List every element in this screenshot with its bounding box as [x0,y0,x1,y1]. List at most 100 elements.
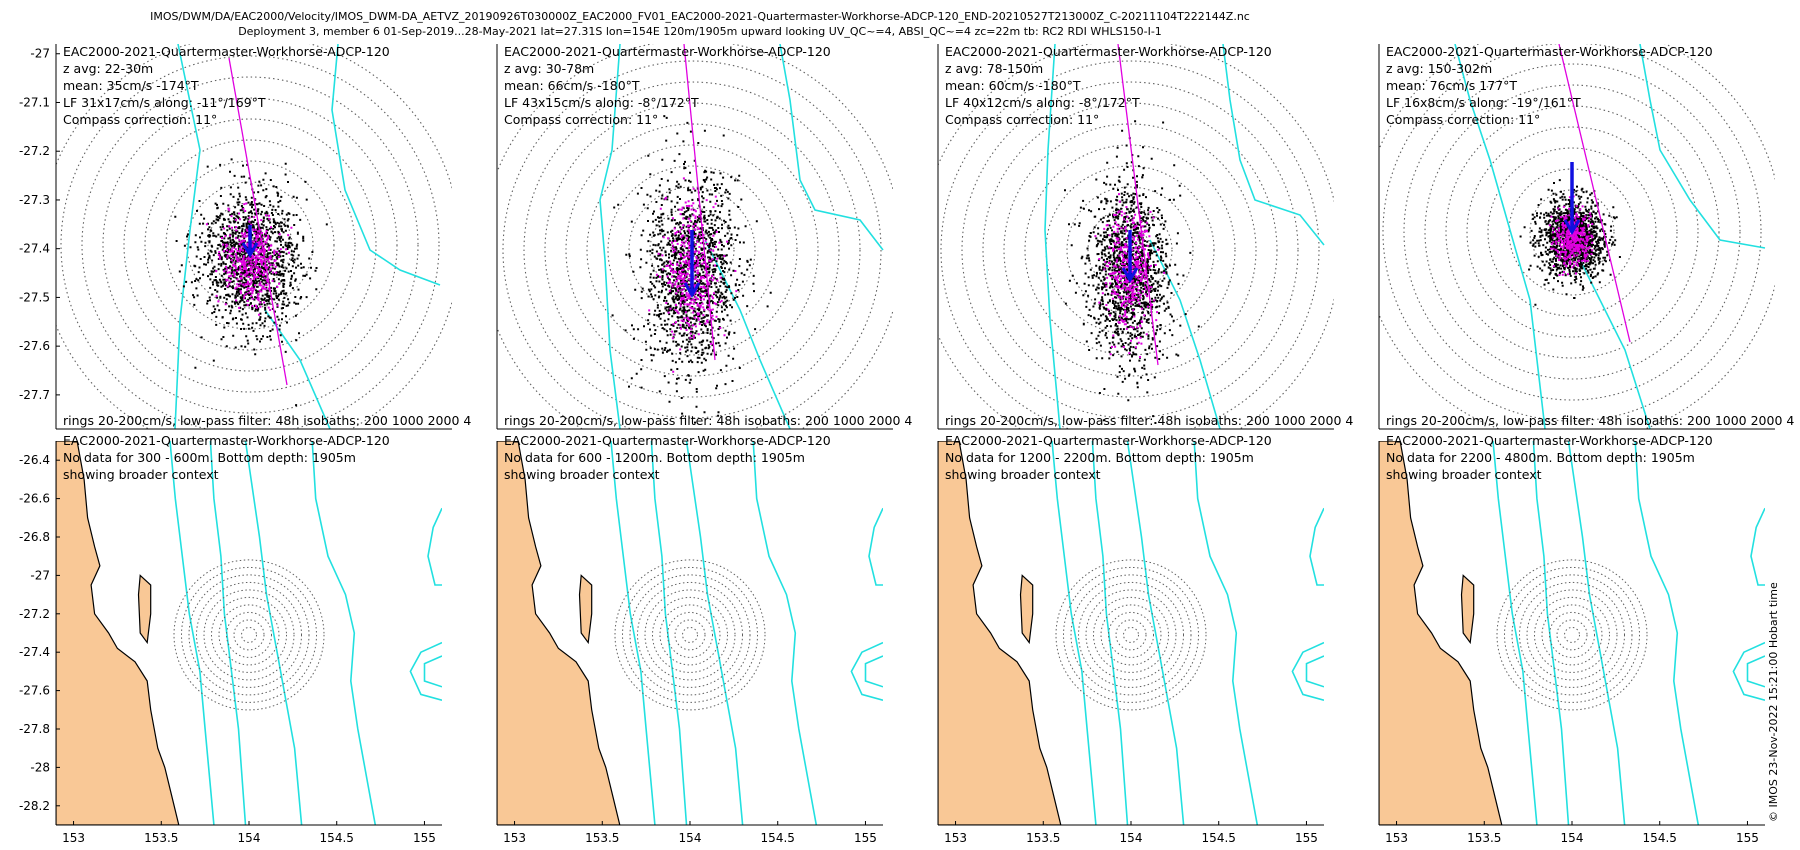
y-tick-label: -27.6 [19,684,50,698]
panel-annotation: mean: 35cm/s -174°T [63,78,199,93]
speed-ring [629,574,751,696]
speed-ring [1382,44,1762,422]
y-tick-label: -27.5 [19,290,50,304]
land-polygon [1379,441,1503,825]
panel-footer: rings 20-200cm/s, low-pass filter: 48h i… [63,413,471,428]
y-tick-label: -27.4 [19,645,50,659]
isobath-line [779,44,884,251]
speed-ring [186,181,314,309]
speed-ring [123,118,377,372]
mean-arrow-head [683,282,701,298]
island-polygon [1019,574,1034,645]
land-polygon [56,441,180,825]
map-annotation: No data for 600 - 1200m. Bottom depth: 1… [504,450,805,465]
x-tick-label: 155 [854,831,877,845]
map-area [1379,441,1765,825]
map-annotation: showing broader context [63,467,219,482]
x-tick-label: 154.5 [1643,831,1677,845]
x-tick-label: 153.5 [1026,831,1060,845]
speed-ring [188,574,310,696]
isobath-line [1091,441,1129,825]
speed-ring [1487,147,1657,317]
isobath-line [1126,441,1185,825]
isobath-line [1305,655,1324,688]
y-tick-label: -27.3 [19,193,50,207]
y-tick-label: -27.2 [19,607,50,621]
panel-annotation: LF 43x15cm/s along: -8°/172°T [504,95,699,110]
speed-ring [1445,105,1699,359]
figure-title-line1: IMOS/DWM/DA/EAC2000/Velocity/IMOS_DWM-DA… [150,10,1250,23]
speed-ring [674,619,706,651]
speed-ring [1108,611,1154,658]
speed-ring [607,165,777,335]
speed-ring [614,559,766,711]
island-polygon [1460,574,1475,645]
isobath-line [1309,507,1324,586]
y-tick-label: -26.6 [19,492,50,506]
isobath-line [1750,507,1765,586]
y-tick-label: -27.2 [19,144,50,158]
isobath-line [1193,441,1259,825]
panel-annotation: EAC2000-2021-Quartermaster-Workhorse-ADC… [945,44,1272,59]
velocity-scatter-black [174,158,328,407]
x-tick-label: 153 [62,831,85,845]
island-polygon [137,574,152,645]
isobath-line [610,441,656,825]
x-tick-label: 154.5 [320,831,354,845]
panel-annotation: Compass correction: 11° [945,112,1099,127]
speed-ring [544,102,840,398]
y-tick-label: -27 [30,568,50,582]
panel-annotation: z avg: 78-150m [945,61,1043,76]
mean-arrow-head [241,242,259,258]
panel-annotation: mean: 76cm/s 177°T [1386,78,1517,93]
map-annotation: EAC2000-2021-Quartermaster-Workhorse-ADC… [1386,433,1713,448]
speed-ring [144,139,356,351]
speed-ring [211,596,287,673]
speed-ring [181,566,317,703]
speed-ring [165,160,335,330]
isobath-line [409,641,442,701]
x-tick-label: 155 [1295,831,1318,845]
map-area [497,441,883,825]
x-tick-label: 154 [679,831,702,845]
panel-annotation: mean: 66cm/s -180°T [504,78,640,93]
x-tick-label: 153.5 [585,831,619,845]
speed-ring [1063,566,1199,703]
land-polygon [938,441,1062,825]
isobath-line [174,44,201,429]
speed-ring [682,626,698,643]
velocity-panel-2: EAC2000-2021-Quartermaster-Workhorse-ADC… [496,44,912,430]
plot-area [1379,44,1775,429]
speed-ring [961,81,1299,419]
speed-ring [565,123,819,377]
x-tick-label: 154 [1120,831,1143,845]
x-tick-label: 153.5 [1467,831,1501,845]
isobath-line [1492,441,1538,825]
isobath-line [1746,655,1765,688]
speed-ring [1549,611,1595,658]
speed-ring [1003,123,1257,377]
speed-ring [637,581,743,688]
speed-ring [644,589,736,681]
panel-annotation: LF 40x12cm/s along: -8°/172°T [945,95,1140,110]
x-tick-label: 155 [413,831,436,845]
context-map-4: 153 153.5 154 154.5 155 EAC2000-2021-Quarterm… [1378,433,1765,845]
isobath-line [427,507,442,586]
x-tick-label: 153 [1385,831,1408,845]
context-map-3: 153 153.5 154 154.5 155 EAC2000-2021-Quarterm… [937,433,1324,845]
speed-ring [1529,189,1615,275]
isobath-line [850,641,883,701]
map-annotation: No data for 1200 - 2200m. Bottom depth: … [945,450,1254,465]
speed-ring [1526,589,1618,681]
isobath-line [311,441,377,825]
speed-ring [196,581,302,688]
panel-annotation: z avg: 30-78m [504,61,594,76]
mean-arrow-head [1121,267,1139,283]
x-tick-label: 153 [503,831,526,845]
panel-annotation: LF 31x17cm/s along: -11°/169°T [63,95,266,110]
land-polygon [497,441,621,825]
isobath-line [244,441,303,825]
speed-ring [1534,596,1610,673]
timestamp-stamp: © IMOS 23-Nov-2022 15:21:00 Hobart time [1767,582,1780,822]
